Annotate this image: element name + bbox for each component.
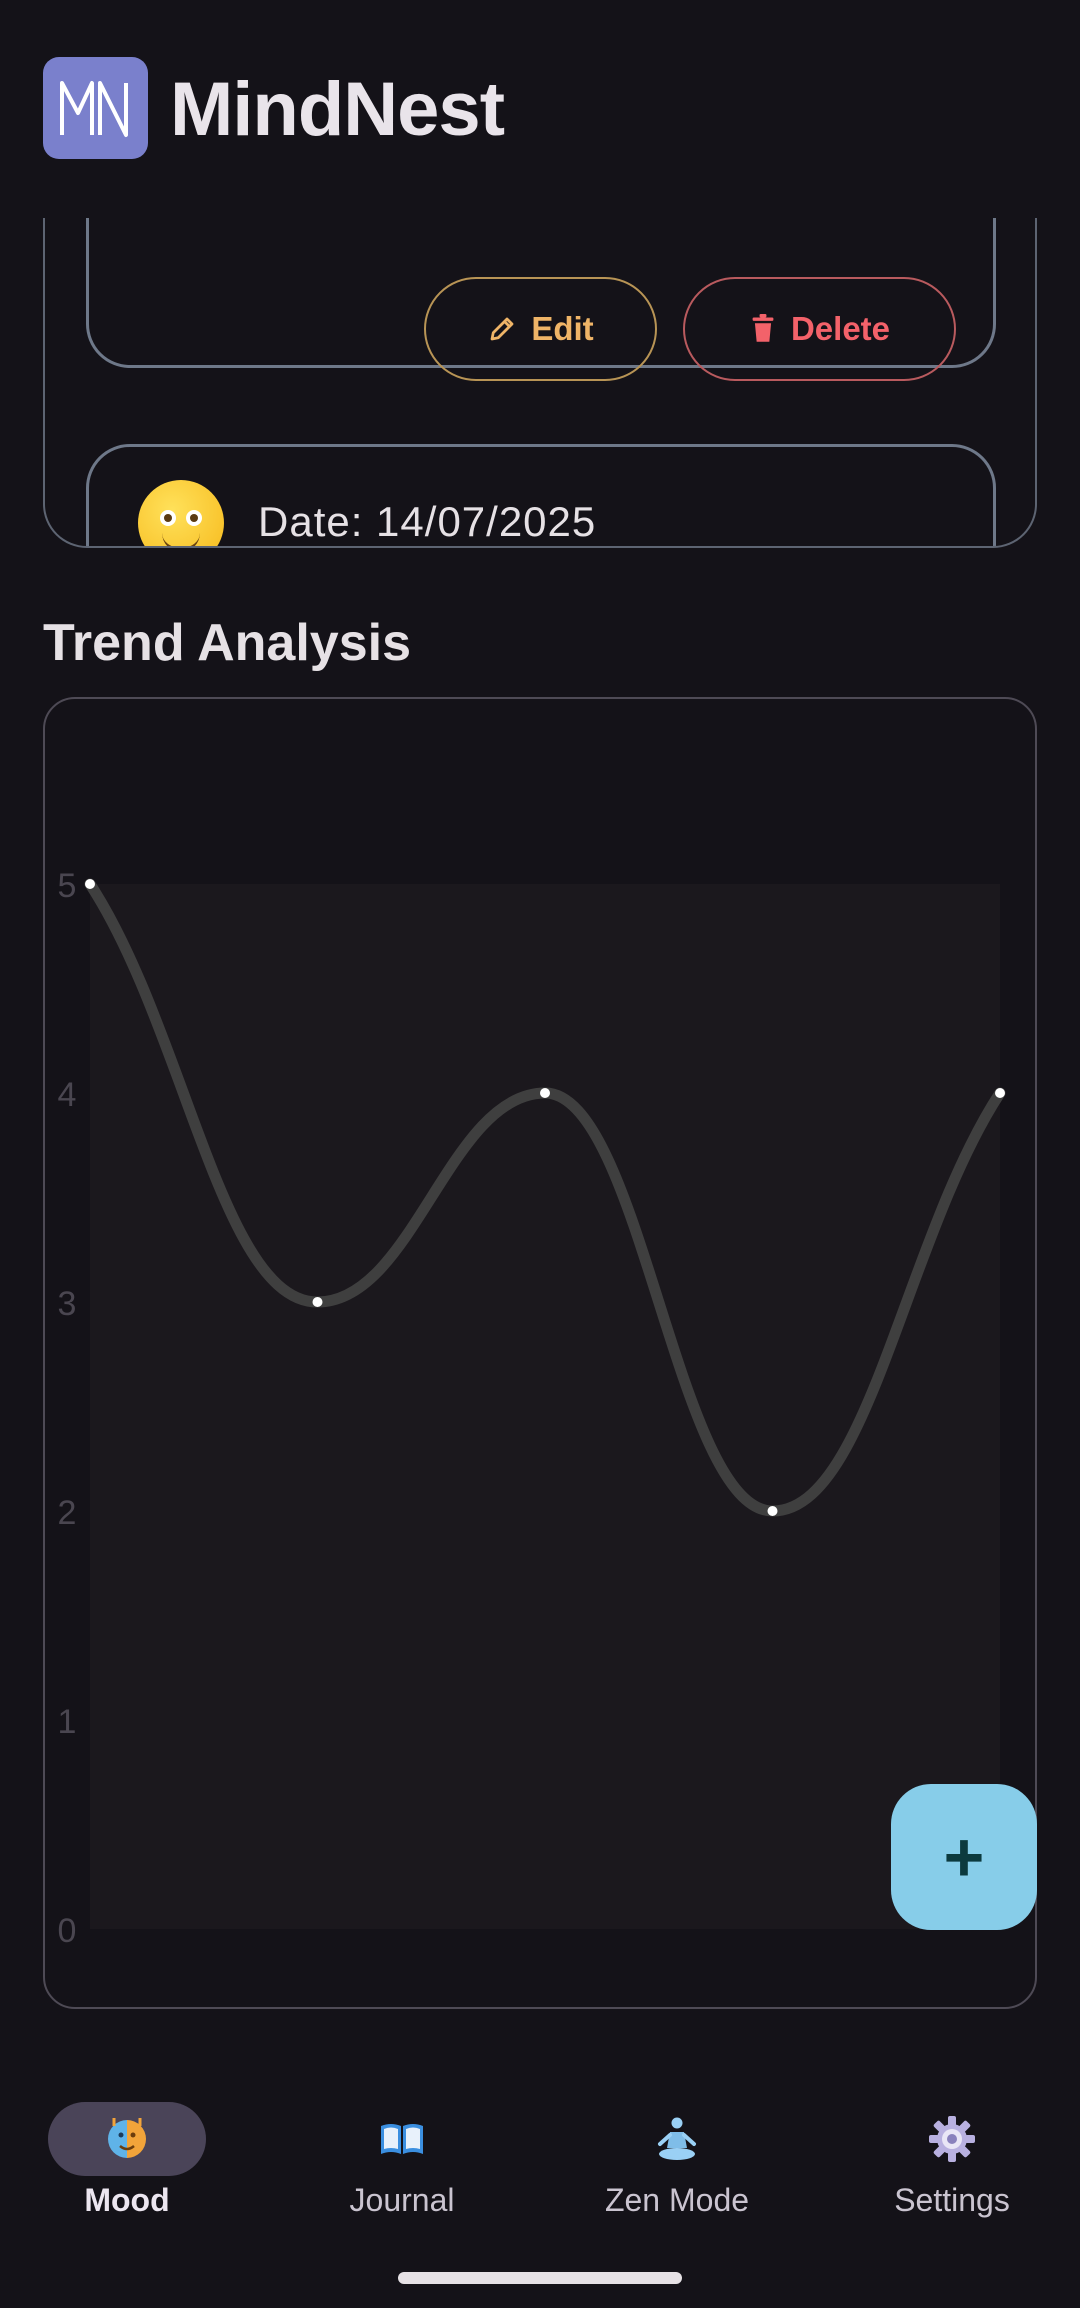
trend-analysis-title: Trend Analysis (43, 614, 411, 672)
nav-item-journal[interactable]: Journal (292, 2070, 512, 2220)
entry-date: Date: 14/07/2025 (258, 498, 597, 545)
nav-item-mood[interactable]: Mood (17, 2070, 237, 2220)
trend-series-line (84, 878, 1006, 1517)
trash-icon (752, 314, 774, 342)
add-entry-fab[interactable]: + (891, 1784, 1037, 1930)
chart-plot-area (90, 884, 1000, 1929)
y-tick-label: 2 (58, 1494, 77, 1532)
nav-label-settings: Settings (894, 2182, 1010, 2218)
nav-label-zen-mode: Zen Mode (604, 2182, 750, 2218)
trend-data-point (995, 1088, 1005, 1098)
book-icon (381, 2124, 423, 2154)
nav-item-zen-mode[interactable]: Zen Mode (567, 2070, 787, 2220)
mood-entry-card (86, 150, 996, 368)
edit-button-label: Edit (531, 310, 594, 347)
edit-button[interactable]: Edit (424, 277, 657, 381)
bottom-navigation: Mood Journal Zen Mode (0, 2040, 1080, 2308)
y-tick-label: 1 (58, 1703, 77, 1741)
nav-label-journal: Journal (349, 2182, 455, 2218)
mood-entry-card (86, 444, 996, 546)
smiley-emoji-icon (138, 480, 224, 546)
trend-chart-card: 0 1 2 3 4 5 (43, 697, 1037, 2009)
meditation-icon (658, 2117, 696, 2160)
nav-label-mood: Mood (84, 2182, 170, 2218)
mood-entries-card[interactable]: dd Edit Delete Date: 14/07/2025 (43, 150, 1037, 548)
app-logo (43, 57, 148, 159)
y-tick-label: 0 (58, 1912, 77, 1950)
app-title: MindNest (170, 67, 505, 152)
trend-data-point (767, 1506, 778, 1516)
trend-data-point (312, 1297, 323, 1307)
trend-line-chart: 0 1 2 3 4 5 (58, 867, 1006, 1950)
gear-icon (929, 2116, 975, 2162)
app-header: MindNest (0, 0, 1080, 218)
trend-data-point (85, 879, 95, 889)
y-tick-label: 4 (58, 1076, 77, 1114)
y-tick-label: 5 (58, 867, 77, 905)
delete-button-label: Delete (790, 310, 891, 347)
home-indicator (398, 2272, 682, 2284)
nav-item-settings[interactable]: Settings (842, 2070, 1062, 2220)
pencil-icon (490, 317, 514, 341)
y-tick-label: 3 (58, 1285, 77, 1323)
delete-button[interactable]: Delete (683, 277, 956, 381)
logo-monogram-icon (59, 81, 128, 137)
mood-face-icon (108, 2118, 146, 2158)
trend-data-point (540, 1088, 550, 1098)
